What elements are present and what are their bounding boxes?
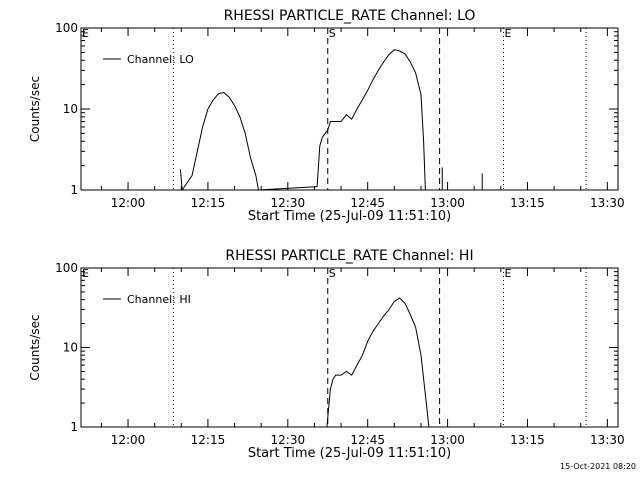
x-tick-label: 12:15 [191,196,226,210]
marker-label: S [329,27,336,40]
x-tick-label: 12:30 [271,196,306,210]
chart-title: RHESSI PARTICLE_RATE Channel: LO [224,8,476,24]
y-tick-label: 1 [70,183,78,197]
x-tick-label: 12:45 [350,433,385,447]
series-line [326,297,430,428]
y-tick-label: 1 [70,420,78,434]
marker-label: E [504,267,511,280]
chart-title: RHESSI PARTICLE_RATE Channel: HI [225,248,473,264]
x-tick-label: 13:15 [510,196,545,210]
x-tick-label: 12:00 [111,433,146,447]
plot-frame [80,267,619,428]
x-tick-label: 13:30 [590,433,625,447]
chart-panel: RHESSI PARTICLE_RATE Channel: LO 1 10 100 12… [28,8,625,224]
x-axis-label: Start Time (25-Jul-09 11:51:10) [248,446,451,461]
x-tick-label: 12:45 [350,196,385,210]
x-tick-label: 13:00 [430,196,465,210]
x-tick-label: 13:15 [510,433,545,447]
x-axis-label: Start Time (25-Jul-09 11:51:10) [248,209,451,224]
legend-label: Channel: HI [127,293,191,306]
y-tick-label: 10 [63,102,78,116]
legend-label: Channel: LO [127,53,194,66]
x-tick-label: 13:00 [430,433,465,447]
chart-panel: RHESSI PARTICLE_RATE Channel: HI 1 10 100 12… [28,248,625,461]
x-tick-label: 12:15 [191,433,226,447]
y-tick-label: 10 [63,341,78,355]
y-axis-label: Counts/sec [28,314,42,380]
marker-label: E [82,267,89,280]
y-tick-label: 100 [55,261,78,275]
marker-label: S [329,267,336,280]
marker-label: E [504,27,511,40]
x-tick-label: 12:00 [111,196,146,210]
y-axis-label: Counts/sec [28,76,42,142]
x-tick-label: 12:30 [271,433,306,447]
footer-timestamp: 15-Oct-2021 08:20 [560,462,636,471]
y-tick-label: 100 [55,21,78,35]
marker-label: E [82,27,89,40]
series-line [179,49,426,192]
x-tick-label: 13:30 [590,196,625,210]
